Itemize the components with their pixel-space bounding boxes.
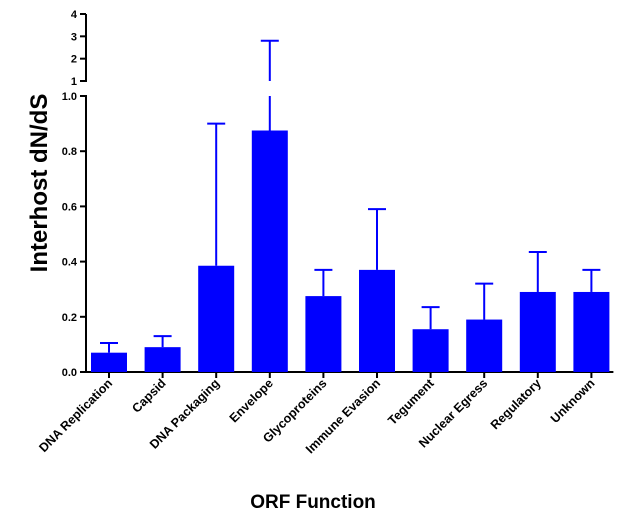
x-tick-label: Tegument xyxy=(385,376,437,428)
bar xyxy=(519,291,556,372)
x-tick-label: DNA Replication xyxy=(36,376,115,455)
y-tick-label: 0.8 xyxy=(62,146,77,158)
error-bars xyxy=(100,39,601,353)
y-tick-label: 1 xyxy=(71,76,77,88)
y-tick-label: 0.6 xyxy=(62,201,77,213)
bar xyxy=(305,296,342,372)
y-tick-label: 0.2 xyxy=(62,312,77,324)
bar xyxy=(412,329,449,372)
x-tick-label: Unknown xyxy=(548,376,598,426)
y-tick-label: 0.4 xyxy=(62,257,78,269)
bar xyxy=(359,269,395,372)
bar xyxy=(573,291,610,372)
x-tick-label: Regulatory xyxy=(488,376,544,432)
x-tick-label: Envelope xyxy=(227,376,276,425)
y-tick-label: 0.0 xyxy=(62,367,77,379)
bar xyxy=(198,265,235,372)
bar xyxy=(251,130,288,372)
bar xyxy=(144,347,181,372)
y-tick-label: 3 xyxy=(71,31,77,43)
y-tick-label: 2 xyxy=(71,54,77,66)
bar xyxy=(466,319,503,372)
y-tick-label: 1.0 xyxy=(62,91,77,103)
x-axis-title: ORF Function xyxy=(250,492,376,513)
bar xyxy=(91,352,127,372)
y-axis-title: Interhost dN/dS xyxy=(26,94,53,273)
y-axis: 0.0 0.2 0.4 0.6 0.8 1.0 1 2 3 4 xyxy=(62,9,87,379)
bars xyxy=(91,130,610,372)
y-tick-label: 4 xyxy=(71,9,78,21)
x-tick-label: Capsid xyxy=(129,376,168,415)
